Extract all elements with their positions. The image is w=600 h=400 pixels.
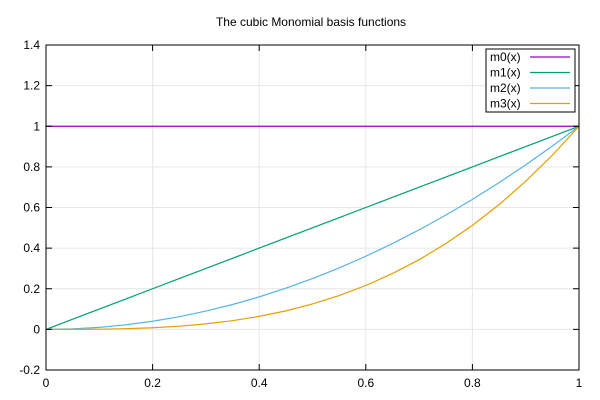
- legend: m0(x) m1(x)m2(x) m3(x): [485, 48, 576, 113]
- series-line-m3x: [45, 125, 580, 330]
- x-tick-label: 0.4: [251, 376, 268, 390]
- x-tick-label: 0.8: [464, 376, 481, 390]
- y-tick-label: 1.2: [23, 79, 40, 93]
- x-tick-label: 0.6: [357, 376, 374, 390]
- legend-label: m3(x): [490, 97, 521, 111]
- series-line-m2x: [45, 125, 580, 330]
- y-tick-label: 0.6: [23, 201, 40, 215]
- y-tick-label: 1.4: [23, 38, 40, 52]
- legend-label: m1(x): [490, 66, 521, 80]
- chart-title: The cubic Monomial basis functions: [216, 15, 406, 29]
- y-tick-label: 0: [33, 322, 40, 336]
- legend-label: m2(x): [490, 81, 521, 95]
- y-tick-label: 1: [33, 119, 40, 133]
- legend-label: m0(x): [490, 50, 521, 64]
- x-tick-label: 0: [43, 376, 50, 390]
- series-layer: [45, 125, 580, 330]
- axis-ticks: 0 0.2 0.4 0.6 0.8 1-0.200.20.40.60.811.21.4: [19, 38, 582, 390]
- y-tick-label: -0.2: [19, 363, 40, 377]
- y-tick-label: 0.4: [23, 241, 40, 255]
- y-tick-label: 0.2: [23, 282, 40, 296]
- legend-box: [485, 48, 576, 113]
- x-tick-label: 0.2: [144, 376, 161, 390]
- x-tick-label: 1: [576, 376, 583, 390]
- series-line-m1x: [45, 125, 580, 330]
- y-tick-label: 0.8: [23, 160, 40, 174]
